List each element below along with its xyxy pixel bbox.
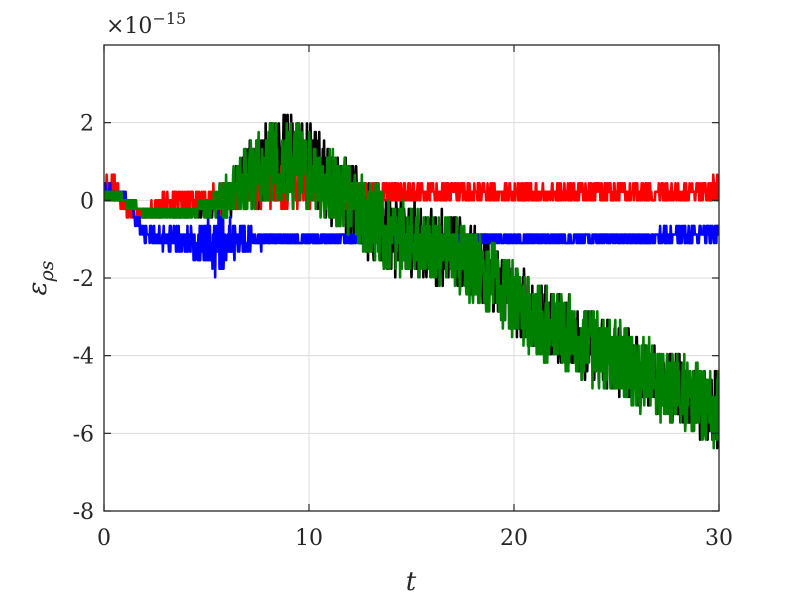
y-tick-label: -4 (73, 345, 94, 370)
x-axis-label: t (406, 567, 417, 597)
series-layer (104, 113, 719, 450)
y-tick-label: 2 (80, 112, 94, 137)
y-tick-label: 0 (80, 189, 94, 214)
x-tick-label: 10 (295, 526, 323, 551)
exponent-label: ×10−15 (106, 9, 186, 39)
x-tick-label: 20 (500, 526, 528, 551)
y-tick-label: -2 (73, 267, 94, 292)
y-tick-label: -6 (73, 422, 94, 447)
y-axis-label: ερs (23, 260, 58, 295)
x-tick-label: 30 (705, 526, 733, 551)
series-line-4 (104, 122, 719, 450)
y-tick-label: -8 (73, 500, 94, 525)
ticks: 0 10 20 30 -8 -6 -4 -2 0 2 (73, 45, 733, 551)
x-tick-label: 0 (97, 526, 111, 551)
